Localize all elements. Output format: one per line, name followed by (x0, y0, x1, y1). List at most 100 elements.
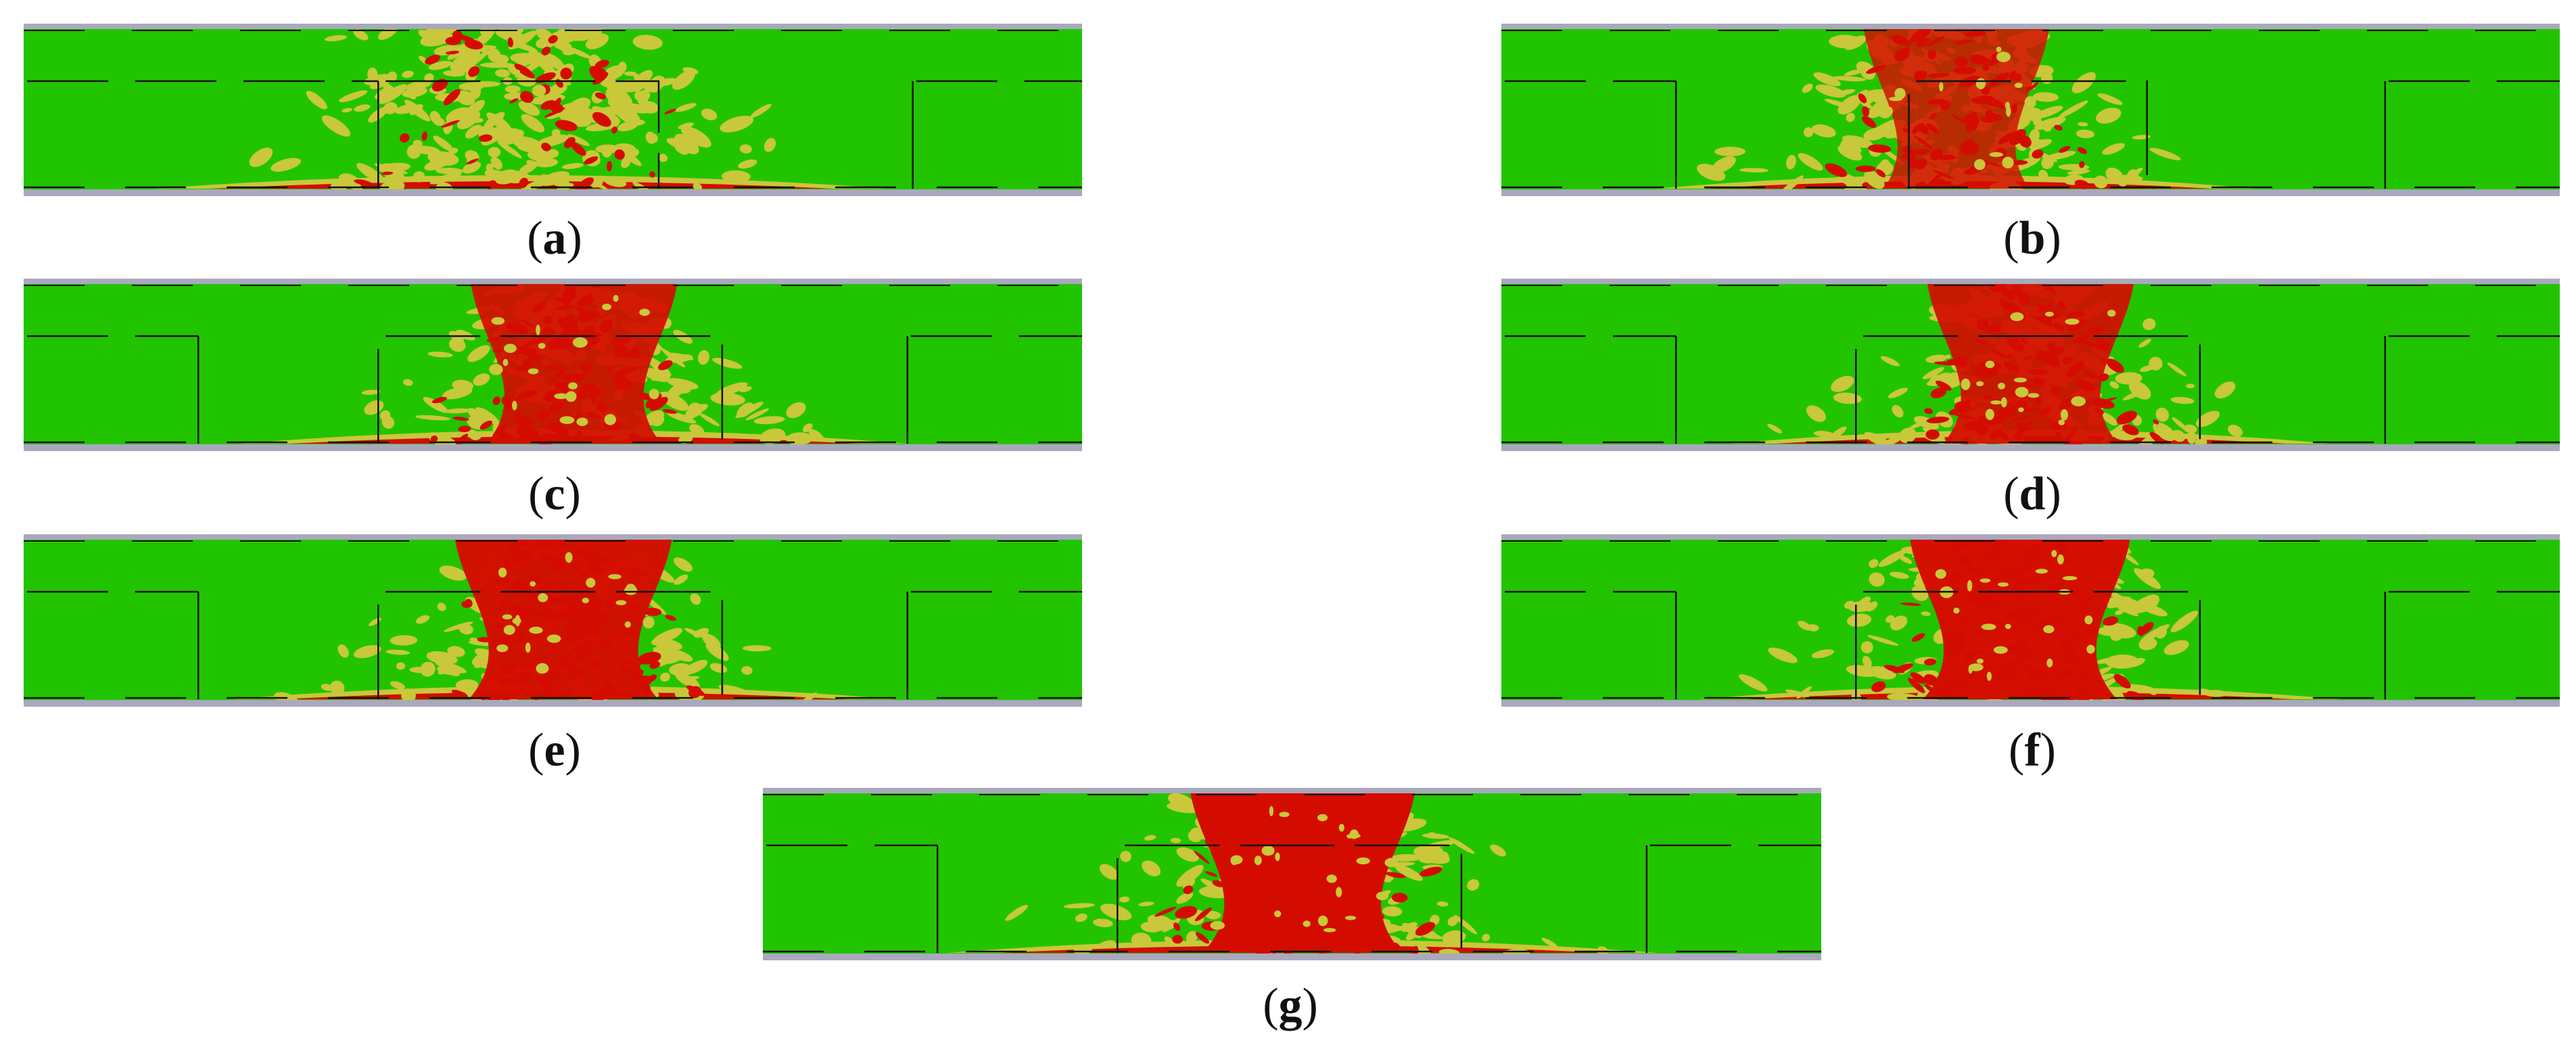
partial-damage-blob (2170, 396, 2195, 404)
partial-damage-inclusion (509, 128, 520, 139)
severe-damage-blob (516, 340, 533, 355)
partial-damage-blob (2094, 175, 2108, 189)
partial-damage-blob (613, 79, 645, 93)
partial-damage-blob (390, 635, 418, 646)
partial-damage-blob (488, 48, 501, 62)
severe-damage-blob (2032, 377, 2044, 388)
severe-damage-blob (492, 396, 500, 405)
partial-damage-blob (672, 70, 695, 90)
partial-damage-blob (1427, 832, 1437, 839)
partial-damage-blob (786, 402, 806, 419)
partial-damage-inclusion (582, 597, 589, 604)
partial-damage-blob (469, 431, 482, 440)
partial-damage-inclusion (1980, 578, 1991, 583)
severe-damage-blob (515, 661, 536, 667)
partial-damage-inclusion (1230, 855, 1243, 864)
partial-damage-inclusion (2000, 397, 2007, 408)
severe-damage-blob (2057, 300, 2066, 311)
partial-damage-blob (485, 126, 505, 141)
partial-damage-blob (1833, 392, 1863, 404)
partial-damage-blob (409, 667, 431, 674)
partial-damage-inclusion (2060, 409, 2068, 421)
severe-damage-blob (2009, 128, 2026, 145)
partial-damage-inclusion (504, 344, 517, 353)
partial-damage-blob (1482, 933, 1491, 942)
severe-damage-blob (1976, 591, 2000, 599)
severe-damage-blob (585, 629, 604, 637)
severe-damage-blob (2079, 161, 2085, 168)
severe-damage-blob (534, 540, 551, 549)
severe-damage-blob (1910, 672, 1926, 684)
partial-damage-blob (1942, 372, 1964, 388)
partial-damage-inclusion (2006, 106, 2011, 117)
beam-bottom-edge (1501, 444, 2560, 451)
severe-damage-blob (2024, 688, 2034, 700)
severe-damage-blob (1994, 99, 2005, 110)
partial-damage-blob (721, 170, 751, 183)
severe-damage-blob (562, 601, 582, 620)
severe-damage-blob (1953, 40, 1973, 45)
severe-damage-blob (2015, 648, 2032, 660)
severe-damage-blob (1175, 906, 1198, 919)
severe-damage-blob (1312, 889, 1326, 896)
severe-damage-blob (571, 566, 587, 578)
partial-damage-blob (2149, 147, 2181, 160)
severe-damage-blob (517, 390, 538, 399)
partial-damage-inclusion (602, 303, 611, 310)
severe-damage-blob (1963, 421, 1983, 430)
partial-damage-blob (1100, 904, 1132, 920)
partial-damage-blob (505, 85, 521, 93)
partial-damage-inclusion (1254, 855, 1262, 866)
severe-damage-blob (688, 686, 702, 699)
severe-damage-blob (1236, 807, 1252, 817)
severe-damage-blob (2088, 325, 2103, 335)
partial-damage-blob (470, 85, 481, 99)
partial-damage-blob (402, 70, 414, 78)
severe-damage-blob (2062, 606, 2071, 613)
severe-damage-blob (2009, 587, 2025, 599)
severe-damage-blob (443, 89, 461, 106)
partial-damage-blob (661, 348, 686, 368)
partial-damage-blob (354, 104, 371, 112)
severe-damage-blob (1246, 924, 1258, 934)
partial-damage-blob (1921, 611, 1931, 616)
partial-damage-blob (364, 74, 395, 86)
partial-damage-inclusion (1356, 857, 1370, 865)
caption-d-letter: d (2019, 468, 2046, 520)
partial-damage-inclusion (572, 337, 588, 348)
partial-damage-blob (666, 411, 697, 424)
severe-damage-blob (2057, 614, 2066, 620)
partial-damage-inclusion (498, 567, 507, 578)
severe-damage-blob (509, 579, 526, 592)
severe-damage-blob (1908, 678, 1925, 693)
severe-damage-blob (548, 35, 558, 44)
severe-damage-blob (446, 51, 459, 55)
severe-damage-blob (1195, 932, 1210, 944)
beam-bottom-edge (763, 953, 1821, 960)
severe-damage-blob (517, 606, 532, 621)
severe-damage-blob (1238, 885, 1250, 896)
severe-damage-blob (1868, 144, 1892, 153)
partial-damage-blob (651, 414, 665, 427)
severe-damage-blob (1305, 813, 1315, 819)
partial-damage-inclusion (489, 364, 503, 375)
severe-damage-blob (2002, 433, 2009, 442)
partial-damage-blob (455, 679, 479, 691)
severe-damage-blob (1950, 114, 1967, 124)
severe-damage-blob (1963, 30, 1987, 37)
partial-damage-blob (2102, 143, 2125, 155)
partial-damage-blob (306, 91, 327, 110)
partial-damage-inclusion (1986, 672, 1992, 681)
severe-damage-blob (1345, 896, 1364, 910)
partial-damage-blob (324, 34, 347, 42)
partial-damage-blob (379, 180, 405, 189)
partial-damage-blob (405, 80, 432, 91)
severe-damage-blob (599, 319, 613, 333)
partial-damage-blob (249, 147, 273, 167)
severe-damage-blob (638, 392, 652, 400)
partial-damage-blob (1869, 559, 1879, 568)
severe-damage-blob (466, 158, 479, 165)
partial-damage-inclusion (642, 616, 655, 629)
severe-damage-blob (2153, 419, 2159, 425)
partial-damage-inclusion (528, 368, 539, 375)
